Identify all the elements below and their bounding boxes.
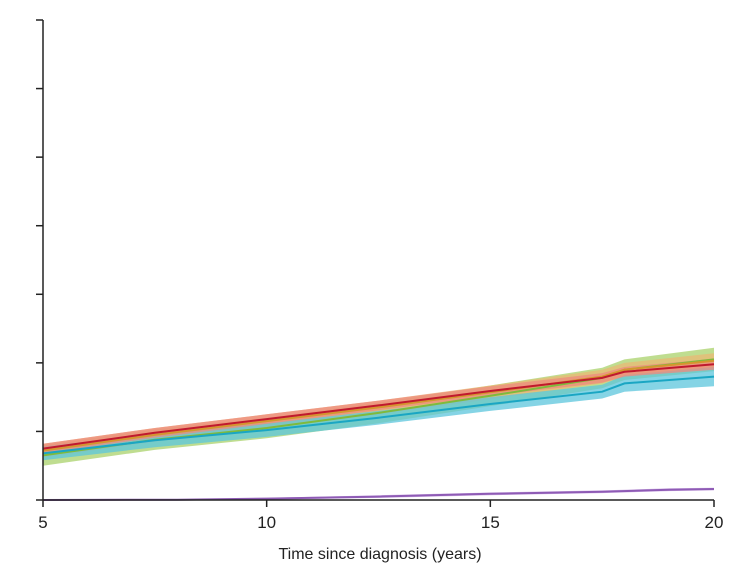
series-5-line (42, 488, 715, 501)
series-3-line (42, 375, 715, 455)
x-tick-label: 15 (481, 513, 500, 532)
series-lines (42, 358, 715, 501)
x-tick-label: 5 (38, 513, 47, 532)
x-tick-label: 10 (257, 513, 276, 532)
series-5-confidence-band (43, 487, 714, 500)
series-2-line (42, 359, 715, 452)
axes: 5 10 15 20 (36, 19, 724, 532)
x-tick-label: 20 (705, 513, 724, 532)
series-4-line (42, 363, 715, 450)
confidence-bands (43, 347, 714, 500)
x-axis-title: Time since diagnosis (years) (278, 546, 481, 563)
